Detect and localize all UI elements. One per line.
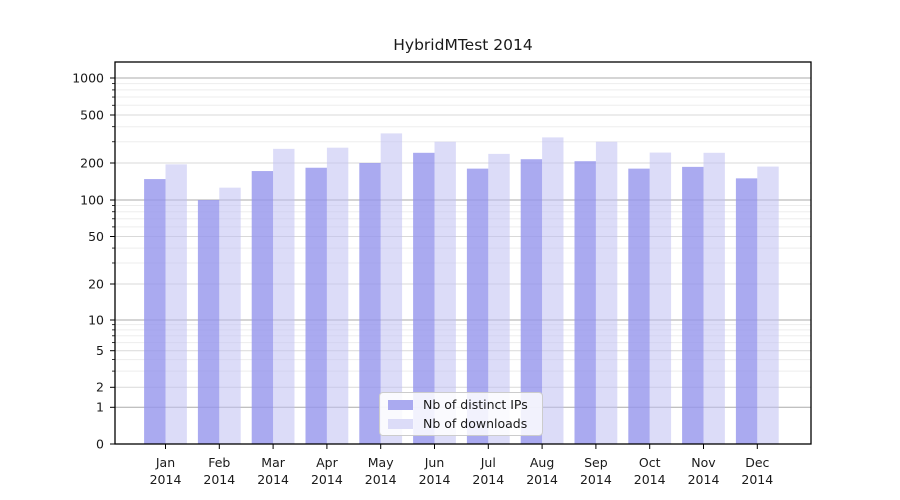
x-tick-label-month: Jul [480,455,496,470]
bar-downloads-oct [649,152,672,444]
x-tick-label-month: Oct [639,455,661,470]
x-tick-label-year: 2014 [203,472,235,487]
legend: Nb of distinct IPs Nb of downloads [379,392,543,436]
x-tick-label-month: Apr [316,455,338,470]
bar-ips-jan [144,179,166,444]
chart-title: HybridMTest 2014 [393,36,533,54]
x-tick-label-year: 2014 [688,472,720,487]
y-tick-label: 1000 [72,70,104,85]
y-tick-label: 5 [96,343,104,358]
x-tick-label-year: 2014 [472,472,504,487]
x-tick-label-year: 2014 [741,472,773,487]
x-tick-label-year: 2014 [257,472,289,487]
x-tick-label-month: Mar [261,455,285,470]
x-tick-label-month: Aug [530,455,554,470]
bar-ips-dec [735,178,758,444]
y-tick-label: 2 [96,380,104,395]
x-tick-label-year: 2014 [580,472,612,487]
x-tick-label-month: May [368,455,394,470]
x-tick-label-year: 2014 [365,472,397,487]
bar-ips-jul [466,168,489,444]
bar-ips-oct [628,168,650,444]
bar-downloads-sep [595,141,618,445]
bar-downloads-jul [488,153,510,444]
x-tick-label-year: 2014 [150,472,182,487]
y-tick-label: 20 [88,276,104,291]
bar-downloads-apr [326,147,349,445]
x-tick-label-month: Feb [208,455,230,470]
bar-downloads-mar [273,148,295,444]
x-tick-label-year: 2014 [634,472,666,487]
x-tick-label-month: Jun [424,455,445,470]
bar-ips-sep [574,161,596,444]
x-tick-label-month: Nov [691,455,716,470]
legend-swatch [388,399,413,410]
y-tick-label: 500 [80,107,104,122]
x-tick-label-month: Sep [584,455,608,470]
bar-downloads-jun [434,141,456,445]
y-tick-label: 0 [96,436,104,451]
y-tick-label: 200 [80,155,104,170]
y-tick-label: 1 [96,400,104,415]
bar-ips-jun [413,152,435,444]
y-tick-label: 50 [88,229,104,244]
bar-downloads-nov [703,152,725,444]
bar-ips-mar [251,171,274,444]
x-tick-label-month: Dec [745,455,769,470]
x-tick-label-month: Jan [155,455,175,470]
bar-downloads-jan [165,164,187,445]
legend-item: Nb of downloads [388,416,534,431]
x-tick-label-year: 2014 [419,472,451,487]
bar-ips-nov [682,166,704,444]
axes-spines [114,61,812,445]
x-tick-label-year: 2014 [526,472,558,487]
bar-ips-may [359,163,381,444]
legend-item: Nb of distinct IPs [388,397,534,412]
y-tick-label: 100 [80,192,104,207]
legend-label: Nb of downloads [423,416,528,431]
bar-downloads-may [380,133,403,444]
bar-ips-feb [197,200,220,444]
bar-downloads-dec [757,166,779,444]
legend-label: Nb of distinct IPs [423,397,528,412]
bar-downloads-aug [542,137,564,444]
bar-ips-apr [305,167,327,444]
y-tick-label: 10 [88,312,104,327]
x-tick-label-year: 2014 [311,472,343,487]
bar-ips-aug [520,159,543,444]
bar-downloads-feb [219,187,241,444]
legend-swatch [388,418,413,429]
